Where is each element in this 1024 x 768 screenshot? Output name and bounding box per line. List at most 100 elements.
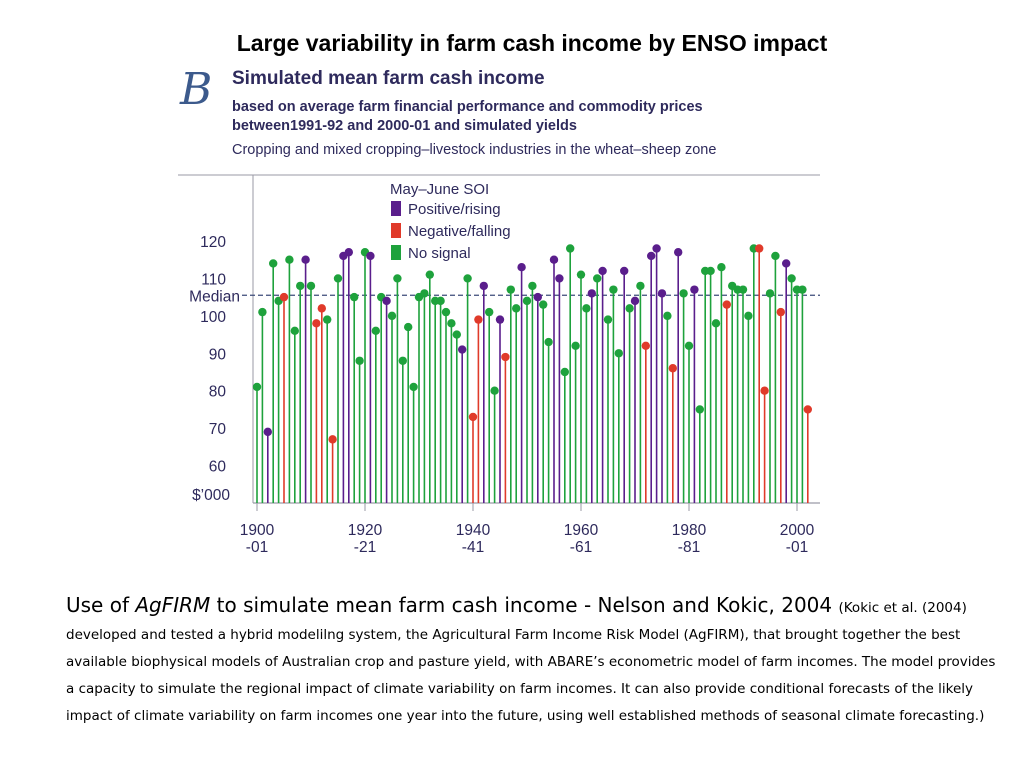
x-tick-label-sub: -21 [354,539,376,556]
data-point [549,255,559,264]
figure-description: Cropping and mixed cropping–livestock in… [232,142,717,158]
legend-label: Positive/rising [408,201,501,218]
y-tick-label: 110 [201,271,226,288]
data-point [684,341,694,350]
data-point [711,319,721,328]
legend-title: May–June SOI [390,181,489,198]
data-point [598,266,607,276]
x-tick-label: 1920 [348,522,383,539]
caption-lead-after: to simulate mean farm cash income - Nels… [210,593,833,617]
data-point [717,262,726,272]
caption-lead-italic: AgFIRM [135,593,211,617]
median-label: Median [189,288,240,305]
data-point [522,296,532,306]
data-point [296,281,305,291]
data-point [501,352,510,362]
data-point [263,427,272,437]
caption-body: (Kokic et al. (2004) developed and teste… [66,600,996,724]
caption-lead-before: Use of [66,593,136,617]
y-tick-label: 80 [209,384,227,401]
data-point [776,307,785,317]
figure-subtitle-line1: based on average farm financial performa… [232,99,703,115]
x-tick-label-sub: -41 [462,539,484,556]
data-point [323,315,332,324]
y-axis-label: $’000 [192,487,230,504]
data-point [760,386,769,395]
data-point [706,266,715,276]
data-point [620,266,629,276]
data-point [582,304,591,313]
data-point [657,289,667,298]
y-tick-label: 100 [200,309,226,326]
x-tick-label-sub: -01 [246,539,268,556]
data-point [782,259,791,268]
data-point [566,244,575,253]
figure-subtitle-line2: between1991-92 and 2000-01 and simulated… [232,118,577,134]
data-point [641,341,650,350]
data-point [652,244,661,253]
data-point [695,405,704,414]
data-point [506,285,515,294]
data-point [674,248,683,257]
x-tick-label: 1940 [456,522,491,539]
data-point [258,307,267,317]
data-point [609,285,618,294]
data-point [393,274,402,283]
data-point [539,300,548,309]
data-point [458,345,467,354]
data-point [452,330,461,339]
data-point [744,311,753,321]
figure-subtitle: based on average farm financial performa… [232,98,703,136]
data-point [420,289,429,298]
data-point [317,304,326,313]
data-point [603,315,613,324]
data-point [333,274,343,283]
caption-lead: Use of AgFIRM to simulate mean farm cash… [66,592,1001,727]
caption: Use of AgFIRM to simulate mean farm cash… [66,592,1001,727]
y-tick-label: 120 [200,234,226,251]
data-point [647,251,656,261]
x-tick-label-sub: -61 [570,539,592,556]
data-point [285,255,294,264]
data-point [382,296,391,306]
data-point [490,386,499,395]
slide-title: Large variability in farm cash income by… [236,30,828,56]
data-point [387,311,397,321]
data-point [301,255,310,264]
x-tick-label: 1980 [672,522,707,539]
legend-swatch [391,223,401,238]
data-point [409,382,418,392]
x-tick-label: 1900 [240,522,275,539]
data-point [771,251,780,261]
data-point [436,296,445,306]
y-tick-label: 70 [209,421,227,438]
x-tick-label: 2000 [780,522,815,539]
figure-letter: B [180,64,213,115]
farm-income-chart: 60708090100110120$’000Median1900-011920-… [178,174,820,556]
data-point [479,281,488,291]
data-point [344,248,353,257]
data-point [252,382,262,392]
data-point [441,307,451,317]
data-point [555,274,564,283]
data-point [279,292,289,302]
data-point [468,412,478,422]
data-point [587,289,596,298]
data-point [463,274,472,283]
legend-swatch [391,201,401,216]
data-point [290,326,299,336]
data-point [630,296,640,306]
data-point [668,364,677,373]
data-point [328,435,337,444]
data-point [755,244,764,253]
x-tick-label: 1960 [564,522,599,539]
data-point [560,367,569,377]
data-point [355,356,364,365]
data-point [787,274,796,283]
data-point [398,356,407,365]
data-point [798,285,807,294]
data-point [533,292,542,302]
data-point [425,270,434,279]
data-point [765,289,775,298]
data-point [625,304,634,313]
